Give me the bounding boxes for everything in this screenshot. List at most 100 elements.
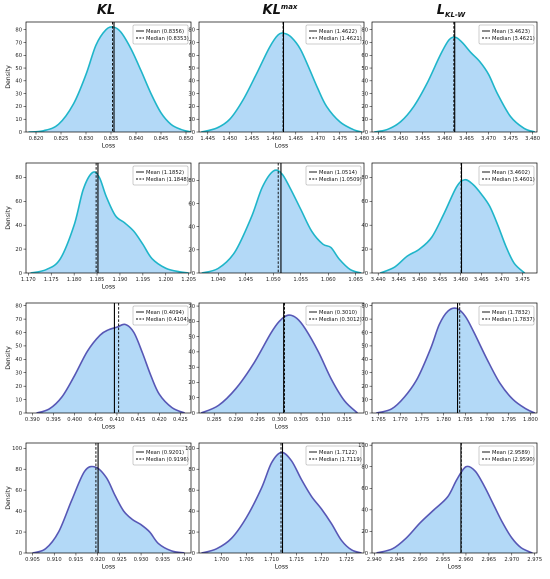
density-area xyxy=(32,466,185,553)
y-tick-label: 40 xyxy=(15,509,22,515)
plot-area xyxy=(379,163,526,273)
column-title-l-kl-w: LKL-W xyxy=(437,3,466,19)
legend-entry: Mean (0.8356) xyxy=(146,29,184,35)
kde-curve xyxy=(36,323,185,413)
y-tick-label: 60 xyxy=(361,53,368,59)
legend-box xyxy=(132,165,189,186)
y-tick-label: 0 xyxy=(19,130,22,136)
column-title-kl-max: KLmax xyxy=(263,3,298,18)
x-tick-label: 0.935 xyxy=(155,557,170,563)
x-tick-label: 3.470 xyxy=(481,136,496,142)
plot-area xyxy=(28,22,191,132)
density-area xyxy=(201,170,362,273)
y-tick-label: 30 xyxy=(188,365,195,371)
x-tick-label: 3.445 xyxy=(371,136,386,142)
x-tick-label: 0.910 xyxy=(47,557,62,563)
x-tick-label: 1.700 xyxy=(214,557,229,563)
kde-curve xyxy=(201,169,362,273)
x-axis-label: Loss xyxy=(102,284,116,291)
x-tick-label: 3.455 xyxy=(415,136,430,142)
y-tick-label: 50 xyxy=(188,66,195,72)
y-tick-label: 40 xyxy=(15,223,22,229)
x-tick-label: 3.450 xyxy=(412,277,427,283)
x-axis-label: Loss xyxy=(102,143,116,150)
x-tick-label: 0.315 xyxy=(337,417,352,423)
x-tick-label: 0.420 xyxy=(152,417,167,423)
plot-area xyxy=(376,303,536,413)
kde-curve xyxy=(376,307,536,413)
panel-r3-c0: 0.905 0.910 0.915 0.920 0.925 0.930 0.935 0.940… xyxy=(5,442,192,571)
density-area xyxy=(201,315,358,413)
panel-r0-c0: 0.820 0.825 0.830 0.835 0.840 0.845 0.85001020… xyxy=(5,21,193,150)
x-tick-label: 0.305 xyxy=(294,417,309,423)
x-tick-label: 2.975 xyxy=(527,557,542,563)
x-tick-label: 3.440 xyxy=(371,277,386,283)
y-tick-label: 20 xyxy=(361,104,368,110)
y-tick-label: 20 xyxy=(188,248,195,254)
y-tick-label: 50 xyxy=(188,334,195,340)
legend-entry: Median (0.3012) xyxy=(319,317,362,323)
x-tick-label: 1.180 xyxy=(67,277,82,283)
x-tick-label: 3.460 xyxy=(437,136,452,142)
y-tick-label: 60 xyxy=(361,330,368,336)
legend-entry: Mean (0.9201) xyxy=(146,450,184,456)
y-tick-label: 40 xyxy=(361,508,368,514)
x-tick-label: 1.800 xyxy=(523,417,538,423)
y-tick-label: 20 xyxy=(15,530,22,536)
legend: Mean (0.8356)Median (0.8353) xyxy=(132,24,189,45)
y-tick-label: 40 xyxy=(361,357,368,363)
y-tick-label: 30 xyxy=(15,371,22,377)
legend-entry: Mean (1.7122) xyxy=(319,450,357,456)
x-tick-label: 3.475 xyxy=(503,136,518,142)
x-tick-label: 1.200 xyxy=(158,277,173,283)
legend-box xyxy=(478,445,535,466)
y-tick-label: 50 xyxy=(361,66,368,72)
x-tick-label: 2.970 xyxy=(504,557,519,563)
x-tick-label: 1.710 xyxy=(264,557,279,563)
x-tick-label: 1.705 xyxy=(239,557,254,563)
x-axis-label: Loss xyxy=(448,564,462,571)
panel-r2-c0: 0.390 0.395 0.400 0.405 0.410 0.415 0.420 0.425… xyxy=(5,302,192,431)
x-tick-label: 3.470 xyxy=(495,277,510,283)
legend: Mean (0.9201)Median (0.9196) xyxy=(132,445,189,466)
x-tick-label: 1.725 xyxy=(339,557,354,563)
y-tick-label: 20 xyxy=(15,104,22,110)
density-area xyxy=(376,466,533,553)
panel-frame xyxy=(198,21,365,133)
y-tick-label: 0 xyxy=(365,551,368,557)
panel-r2-c1: 0.285 0.290 0.295 0.300 0.305 0.310 0.315 0 10 20… xyxy=(188,302,365,431)
legend: Mean (0.3010)Median (0.3012) xyxy=(305,305,362,326)
y-tick-label: 60 xyxy=(361,199,368,205)
panel-frame xyxy=(371,162,538,274)
plot-area xyxy=(201,163,362,273)
y-axis-label: Density xyxy=(5,346,12,370)
x-tick-label: 1.195 xyxy=(135,277,150,283)
y-tick-label: 20 xyxy=(361,247,368,253)
y-tick-label: 30 xyxy=(188,91,195,97)
y-tick-label: 70 xyxy=(15,317,22,323)
y-tick-label: 70 xyxy=(15,40,22,46)
y-tick-label: 40 xyxy=(188,79,195,85)
panel-frame xyxy=(198,442,365,554)
legend: Mean (1.4622)Median (1.4621) xyxy=(305,24,362,45)
x-tick-label: 1.055 xyxy=(293,277,308,283)
column-titles: KL KLmax LKL-W xyxy=(97,3,466,19)
legend-entry: Median (1.1848) xyxy=(146,177,189,183)
x-tick-label: 1.455 xyxy=(244,136,259,142)
y-tick-label: 100 xyxy=(12,446,22,452)
y-tick-label: 80 xyxy=(15,175,22,181)
y-tick-label: 80 xyxy=(361,465,368,471)
legend-entry: Median (3.4621) xyxy=(492,36,535,42)
legend: Mean (1.1852)Median (1.1848) xyxy=(132,165,189,186)
x-tick-label: 1.460 xyxy=(266,136,281,142)
y-tick-label: 0 xyxy=(365,411,368,417)
y-tick-label: 40 xyxy=(361,79,368,85)
y-tick-label: 60 xyxy=(15,53,22,59)
x-tick-label: 2.960 xyxy=(459,557,474,563)
y-axis-label: Density xyxy=(5,65,12,89)
y-tick-label: 80 xyxy=(15,27,22,33)
plot-area xyxy=(36,303,185,413)
y-tick-label: 40 xyxy=(188,350,195,356)
legend: Mean (1.7122)Median (1.7119) xyxy=(305,445,362,466)
x-tick-label: 0.395 xyxy=(46,417,61,423)
